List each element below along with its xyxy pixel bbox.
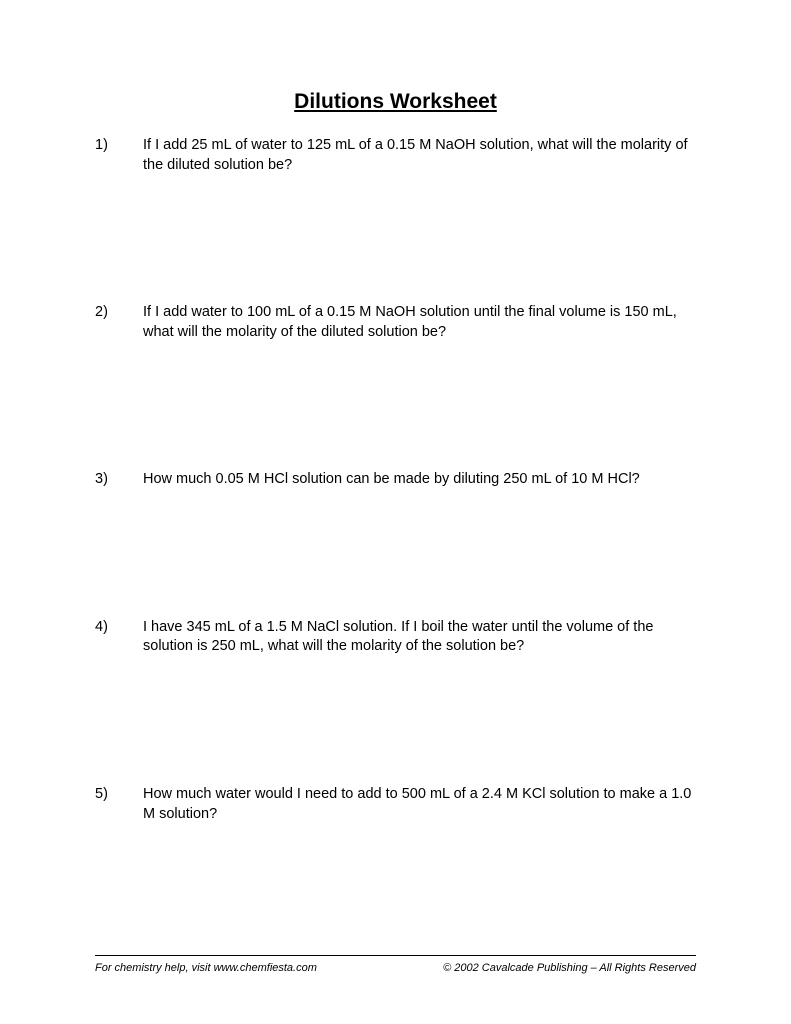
footer: For chemistry help, visit www.chemfiesta… (95, 955, 696, 974)
question-item: 2) If I add water to 100 mL of a 0.15 M … (95, 303, 696, 342)
question-number: 2) (95, 303, 143, 342)
question-item: 1) If I add 25 mL of water to 125 mL of … (95, 136, 696, 175)
question-item: 5) How much water would I need to add to… (95, 785, 696, 824)
page-title: Dilutions Worksheet (95, 90, 696, 114)
question-text: How much water would I need to add to 50… (143, 785, 696, 824)
question-text: How much 0.05 M HCl solution can be made… (143, 470, 696, 490)
question-number: 4) (95, 618, 143, 657)
worksheet-page: Dilutions Worksheet 1) If I add 25 mL of… (0, 0, 791, 1024)
question-list: 1) If I add 25 mL of water to 125 mL of … (95, 136, 696, 955)
question-text: If I add 25 mL of water to 125 mL of a 0… (143, 136, 696, 175)
question-item: 3) How much 0.05 M HCl solution can be m… (95, 470, 696, 490)
question-text: I have 345 mL of a 1.5 M NaCl solution. … (143, 618, 696, 657)
question-number: 5) (95, 785, 143, 824)
question-number: 1) (95, 136, 143, 175)
footer-right: © 2002 Cavalcade Publishing – All Rights… (443, 962, 696, 974)
question-item: 4) I have 345 mL of a 1.5 M NaCl solutio… (95, 618, 696, 657)
question-text: If I add water to 100 mL of a 0.15 M NaO… (143, 303, 696, 342)
question-number: 3) (95, 470, 143, 490)
footer-left: For chemistry help, visit www.chemfiesta… (95, 962, 317, 974)
